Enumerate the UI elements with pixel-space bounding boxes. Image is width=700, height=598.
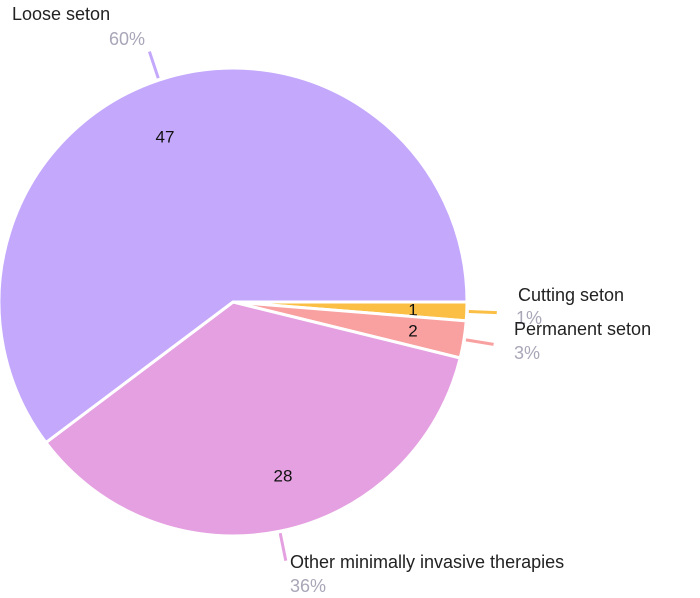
slice-label: Cutting seton	[518, 285, 624, 305]
slice-percent: 1%	[516, 308, 542, 328]
slice-percent: 36%	[290, 576, 326, 596]
slice-label: Permanent seton	[514, 319, 651, 339]
slice-label: Loose seton	[12, 4, 110, 24]
slice-percent: 60%	[109, 29, 145, 49]
leader-line	[468, 310, 497, 315]
slice-value: 47	[156, 127, 175, 146]
pie-slice	[43, 300, 463, 538]
slice-value: 1	[408, 300, 417, 319]
leader-line	[147, 51, 160, 79]
leader-line	[278, 532, 288, 561]
slice-value: 28	[274, 466, 293, 485]
pie-slice	[0, 66, 469, 445]
slice-value: 2	[408, 321, 417, 340]
slice-label: Other minimally invasive therapies	[290, 552, 564, 572]
leader-line	[465, 338, 494, 346]
slice-percent: 3%	[514, 343, 540, 363]
